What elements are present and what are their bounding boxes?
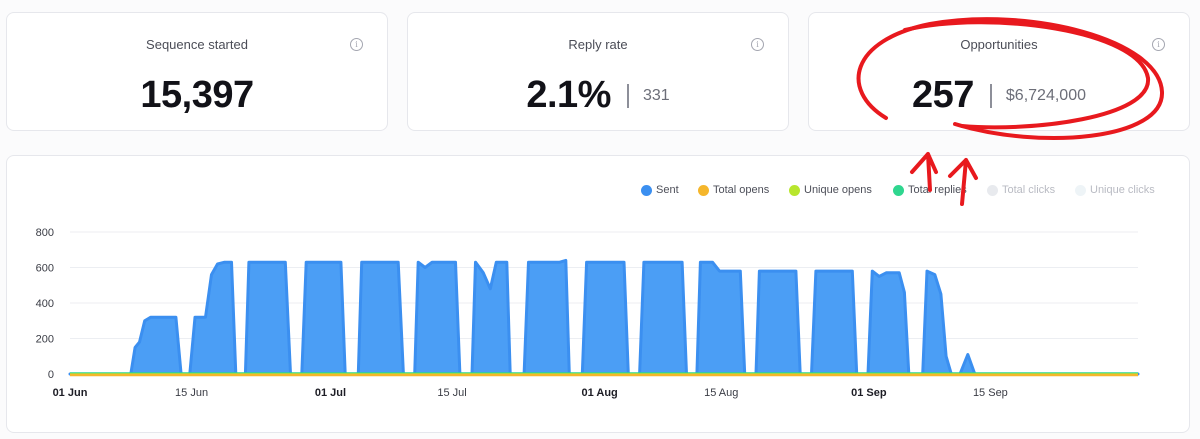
x-tick-label: 01 Sep [851,387,887,399]
legend-label: Sent [656,184,679,196]
legend-item-total-opens[interactable]: Total opens [698,184,769,196]
annotation-circle-inner [903,20,1151,130]
chart-legend: Sent Total opens Unique opens Total repl… [0,184,1200,198]
info-icon[interactable]: i [751,38,764,51]
stat-value: 15,397 [140,74,254,116]
x-tick-label: 15 Aug [704,387,738,399]
info-icon[interactable]: i [1152,38,1165,51]
legend-item-unique-opens[interactable]: Unique opens [789,184,872,196]
legend-dot [698,184,709,196]
legend-label: Unique clicks [1090,184,1155,196]
y-tick-label: 0 [48,369,54,381]
y-tick-label: 200 [36,334,54,346]
legend-label: Total clicks [1002,184,1056,196]
x-tick-label: 01 Aug [582,387,618,399]
stat-card-opportunities: Opportunities i 257 $6,724,000 [808,12,1190,131]
legend-dot [1075,184,1086,196]
stat-secondary-value: $6,724,000 [1005,86,1086,104]
legend-item-total-clicks[interactable]: Total clicks [987,184,1055,196]
legend-item-sent[interactable]: Sent [641,184,679,196]
stat-value-row: 2.1% 331 [408,74,788,117]
x-tick-label: 01 Jul [315,387,346,399]
info-icon[interactable]: i [350,38,363,51]
stat-value-row: 15,397 [7,74,387,117]
legend-dot [987,184,998,196]
x-tick-label: 15 Jul [437,387,466,399]
legend-label: Total opens [713,184,770,196]
legend-dot [893,184,904,196]
stat-label: Opportunities [960,37,1038,52]
y-tick-label: 400 [36,298,54,310]
legend-dot [789,184,800,196]
legend-item-unique-clicks[interactable]: Unique clicks [1075,184,1155,196]
stat-label: Sequence started [146,37,248,52]
y-tick-label: 800 [36,227,54,239]
legend-label: Total replies [908,184,967,196]
stat-separator [626,83,629,108]
annotation-circle-outer [856,17,1165,140]
stat-separator [989,83,992,108]
stat-label: Reply rate [568,37,628,52]
annotation-arrow-right [948,158,978,206]
stat-value: 257 [912,74,974,116]
legend-label: Unique opens [804,184,872,196]
stat-card-sequence-started: Sequence started i 15,397 [6,12,388,131]
annotation-arrow-left [910,152,938,192]
stat-secondary-value: 331 [642,86,670,104]
legend-item-total-replies[interactable]: Total replies [893,184,967,196]
stat-value-row: 257 $6,724,000 [809,74,1189,117]
stat-card-reply-rate: Reply rate i 2.1% 331 [407,12,789,131]
x-tick-label: 15 Sep [973,387,1008,399]
stat-value: 2.1% [526,74,611,116]
x-tick-label: 01 Jun [53,387,88,399]
x-tick-label: 15 Jun [175,387,208,399]
legend-dot [641,184,652,196]
series-sent-area [68,258,1140,376]
y-tick-label: 600 [36,263,54,275]
